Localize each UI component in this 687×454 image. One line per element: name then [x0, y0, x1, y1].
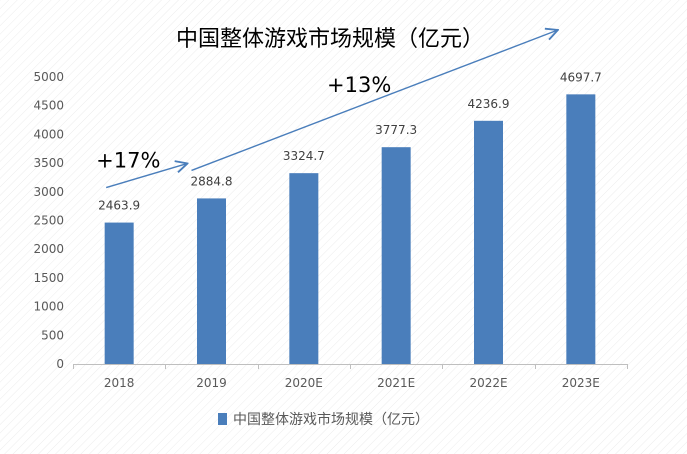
bar	[197, 198, 226, 364]
y-tick-label: 2000	[33, 242, 64, 256]
data-label: 3324.7	[283, 149, 325, 163]
bar	[381, 147, 411, 364]
data-label: 2884.8	[191, 174, 233, 188]
x-tick-label: 2019	[196, 376, 227, 390]
data-label: 2463.9	[98, 199, 140, 213]
x-axis: 2018 2019 2020E 2021E 2022E 2023E	[73, 364, 628, 390]
x-tick-label: 2022E	[469, 376, 507, 390]
y-tick-label: 3500	[33, 156, 64, 170]
x-tick-label: 2023E	[562, 376, 600, 390]
bar	[289, 173, 319, 364]
growth-arrow	[105, 163, 187, 189]
y-tick-label: 1500	[33, 271, 64, 285]
growth-label: +17%	[96, 149, 160, 173]
y-tick-label: 4500	[33, 99, 64, 113]
bar	[474, 120, 503, 364]
growth-arrow	[191, 30, 558, 172]
y-tick-label: 0	[56, 357, 64, 371]
bar-series	[104, 94, 596, 364]
bar	[566, 94, 596, 364]
y-axis: 0 500 1000 1500 2000 2500 3000 3500 4000 4500 5000	[33, 70, 64, 371]
x-tick-label: 2020E	[285, 376, 323, 390]
legend-label: 中国整体游戏市场规模（亿元）	[233, 411, 429, 428]
data-labels: 2463.9 2884.8 3324.7 3777.3 4236.9 4697.7	[98, 70, 602, 212]
x-tick-label: 2021E	[377, 376, 415, 390]
data-label: 4236.9	[468, 97, 510, 111]
y-tick-label: 500	[41, 328, 64, 342]
y-tick-label: 3000	[33, 185, 64, 199]
x-tick-label: 2018	[104, 376, 135, 390]
chart-title: 中国整体游戏市场规模（亿元）	[176, 27, 484, 52]
y-tick-label: 4000	[33, 127, 64, 141]
growth-label: +13%	[327, 73, 391, 97]
data-label: 4697.7	[560, 70, 602, 84]
legend: 中国整体游戏市场规模（亿元）	[218, 411, 429, 428]
bar	[104, 222, 134, 364]
growth-annotations: +17% +13%	[96, 30, 558, 189]
data-label: 3777.3	[375, 123, 417, 137]
legend-swatch	[218, 413, 227, 425]
y-tick-label: 5000	[33, 70, 64, 84]
y-tick-label: 2500	[33, 214, 64, 228]
y-tick-label: 1000	[33, 300, 64, 314]
